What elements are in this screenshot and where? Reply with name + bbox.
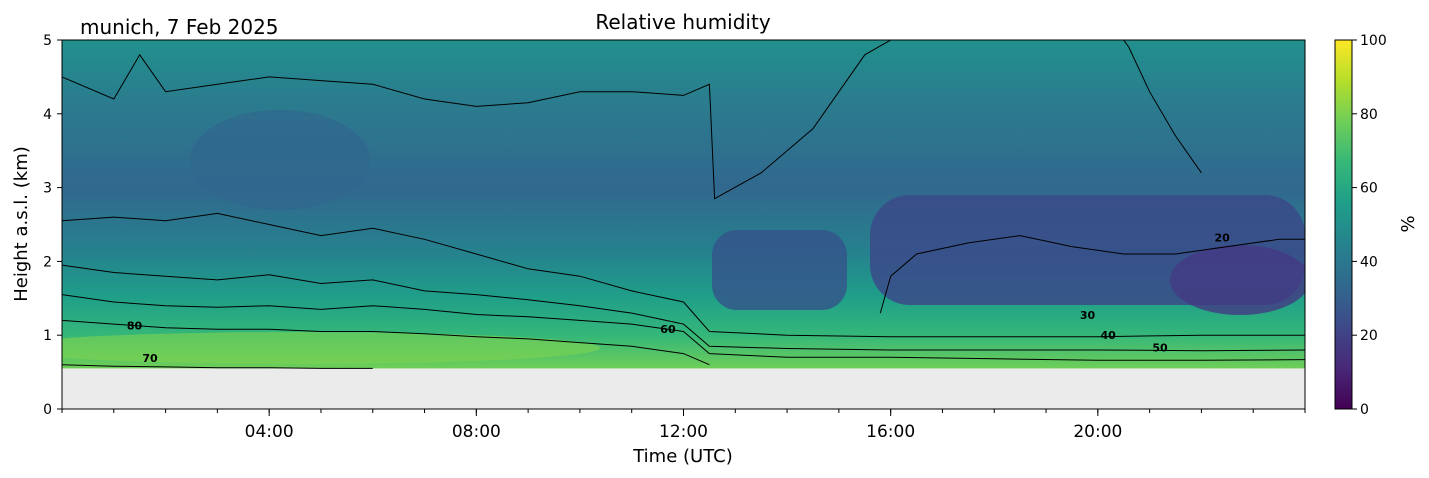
colorbar-tick-label: 80	[1360, 107, 1378, 123]
contour-labels: 80 70 60 50 40 30 20	[127, 231, 1230, 364]
contour-line-40	[62, 264, 1305, 352]
moist-region-low	[62, 332, 600, 364]
contour-line-30	[62, 212, 1305, 338]
colorbar-tick-label: 100	[1360, 33, 1387, 49]
dry-region-driest	[1170, 245, 1305, 315]
y-axis-ticks: 0 1 2 3 4 5	[43, 33, 62, 418]
contour-line-70	[62, 364, 373, 369]
colorbar	[1334, 39, 1353, 410]
colorbar-tick-label: 0	[1360, 402, 1369, 418]
x-tick-label: 12:00	[659, 422, 708, 442]
contour-line-20	[879, 235, 1305, 314]
contour-label-70: 70	[142, 352, 158, 365]
x-tick-label: 04:00	[245, 422, 294, 442]
contour-line-30	[1123, 40, 1202, 174]
colorbar-ticks: 0 20 40 60 80 100	[1352, 33, 1387, 418]
colorbar-tick-label: 40	[1360, 254, 1378, 270]
contour-lines	[62, 40, 1305, 369]
contour-line-50	[62, 294, 1305, 361]
contour-line-60	[62, 319, 710, 366]
y-tick-label: 5	[43, 33, 52, 49]
contour-label-80: 80	[127, 319, 143, 332]
dry-region-mid	[712, 230, 847, 310]
x-tick-label: 08:00	[452, 422, 501, 442]
colorbar-label: %	[1398, 215, 1419, 232]
x-axis-ticks: 04:00 08:00 12:00 16:00 20:00	[61, 409, 1306, 442]
chart-subtitle: munich, 7 Feb 2025	[80, 15, 279, 39]
contour-label-60: 60	[660, 323, 676, 336]
y-axis-label: Height a.s.l. (km)	[11, 146, 32, 302]
chart-title: Relative humidity	[595, 10, 770, 34]
y-tick-label: 1	[43, 328, 52, 344]
contour-label-20: 20	[1214, 231, 1230, 244]
x-axis-label: Time (UTC)	[632, 446, 733, 467]
y-tick-label: 4	[43, 107, 52, 123]
contour-line-30	[62, 40, 891, 200]
dry-region-upper-left	[190, 110, 370, 210]
contour-label-30: 30	[1080, 309, 1096, 322]
contour-label-50: 50	[1152, 341, 1168, 354]
contour-label-40: 40	[1101, 329, 1117, 342]
colorbar-tick-label: 20	[1360, 328, 1378, 344]
x-tick-label: 16:00	[866, 422, 915, 442]
y-tick-label: 2	[43, 254, 52, 270]
x-tick-label: 20:00	[1073, 422, 1122, 442]
colorbar-tick-label: 60	[1360, 181, 1378, 197]
y-tick-label: 0	[43, 402, 52, 418]
y-tick-label: 3	[43, 181, 52, 197]
